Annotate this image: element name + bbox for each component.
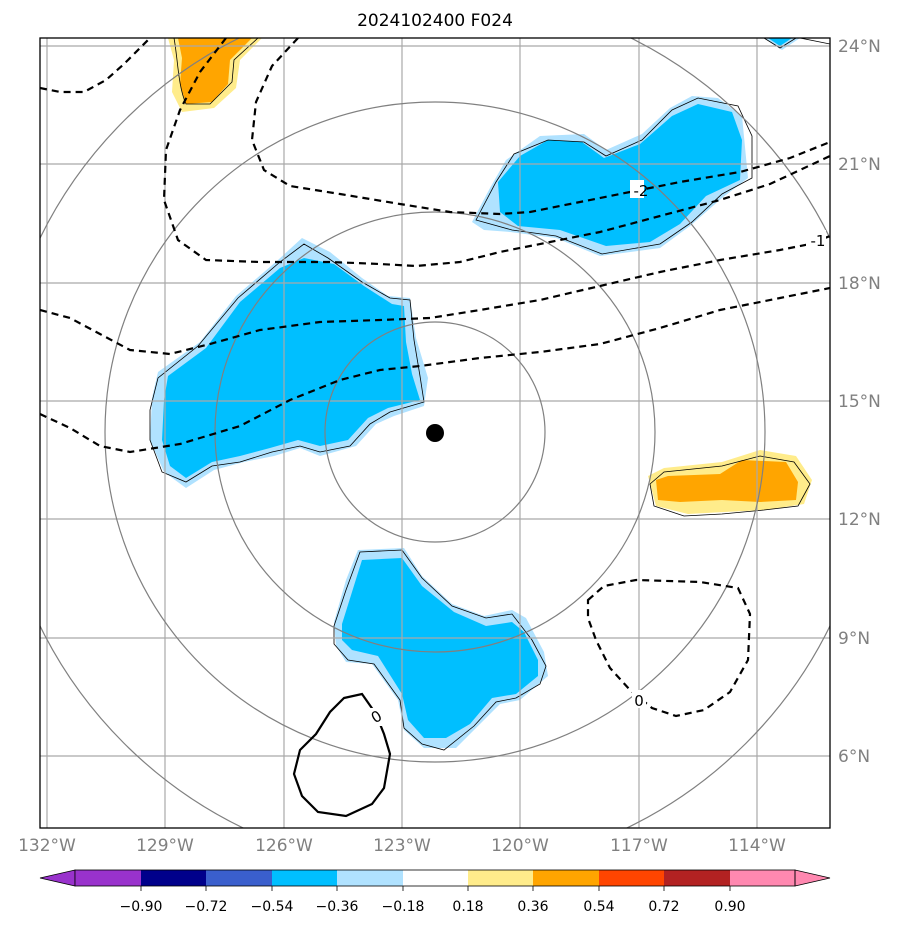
figure-title: 2024102400 F024 (357, 11, 513, 31)
graticule (40, 38, 830, 828)
lat-label: 6°N (838, 747, 870, 767)
colorbar-tick: −0.72 (185, 899, 228, 915)
colorbar-tick: −0.90 (120, 899, 163, 915)
lon-label: 120°W (491, 836, 549, 856)
contour-label-zero-dashed: 0 (634, 692, 644, 710)
colorbar-tick: −0.18 (382, 899, 425, 915)
distance-rings (40, 38, 830, 828)
lat-label: 15°N (838, 392, 881, 412)
lat-label: 24°N (838, 37, 881, 57)
colorbar-tick: 0.72 (648, 899, 679, 915)
map-panel: -2 -1 0 0 (40, 38, 830, 828)
lon-label: 126°W (255, 836, 313, 856)
colorbar-bin (664, 870, 730, 886)
cold-anomaly-corner (763, 38, 830, 50)
colorbar-bin (468, 870, 533, 886)
colorbar-bin (337, 870, 403, 886)
colorbar-bin (141, 870, 206, 886)
lon-label: 117°W (610, 836, 668, 856)
colorbar-extend-low (39, 869, 76, 887)
contour-lines (40, 38, 830, 818)
colorbar-bin (75, 870, 141, 886)
colorbar-bin (272, 870, 337, 886)
colorbar-bin (599, 870, 664, 886)
colorbar-tick: −0.36 (316, 899, 359, 915)
contour-labels: -2 -1 0 0 (368, 180, 826, 727)
map-frame (39, 37, 831, 829)
colorbar-tick: 0.90 (714, 899, 745, 915)
colorbar-bin (533, 870, 599, 886)
colorbar-bin (730, 870, 795, 886)
storm-center-marker (426, 424, 444, 442)
colorbar-extend-high (794, 869, 831, 887)
contour-label-minus2: -2 (634, 182, 649, 200)
cold-anomaly-south (333, 548, 548, 751)
lat-label: 12°N (838, 510, 881, 530)
lon-label: 123°W (373, 836, 431, 856)
lat-label: 21°N (838, 155, 881, 175)
warm-anomaly-northwest (168, 38, 262, 112)
colorbar-tick: 0.54 (583, 899, 614, 915)
lon-label: 132°W (18, 836, 76, 856)
lon-label: 129°W (136, 836, 194, 856)
colorbar-bin (206, 870, 272, 886)
lat-label: 9°N (838, 629, 870, 649)
contour-label-minus1: -1 (811, 232, 826, 250)
latitude-labels: 24°N 21°N 18°N 15°N 12°N 9°N 6°N (838, 37, 881, 767)
lat-label: 18°N (838, 274, 881, 294)
colorbar-bin (403, 870, 468, 886)
colorbar-tick: 0.18 (452, 899, 483, 915)
lon-label: 114°W (728, 836, 786, 856)
colorbar: −0.90 −0.72 −0.54 −0.36 −0.18 0.18 0.36 … (39, 869, 831, 915)
colorbar-tick: 0.36 (517, 899, 548, 915)
longitude-labels: 132°W 129°W 126°W 123°W 120°W 117°W 114°… (18, 836, 786, 856)
colorbar-tick: −0.54 (251, 899, 294, 915)
